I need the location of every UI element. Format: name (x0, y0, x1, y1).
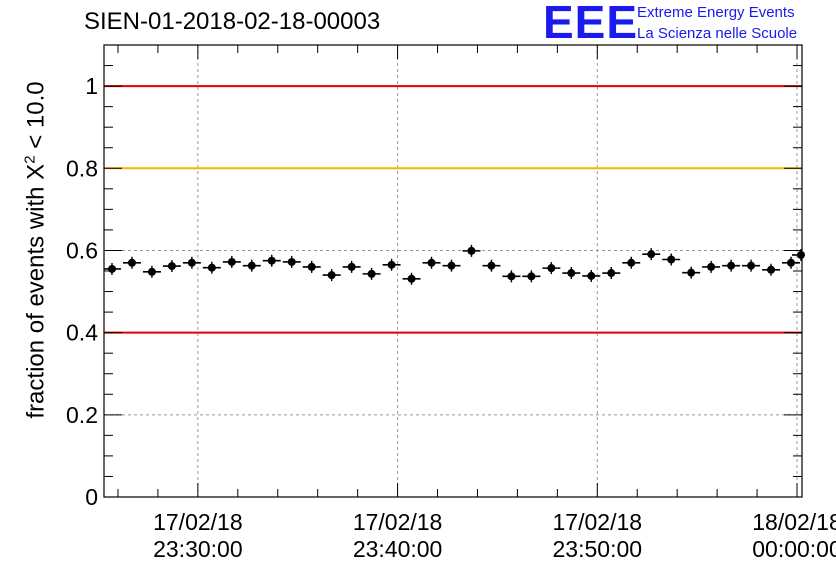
y-tick-label: 0.4 (66, 320, 98, 346)
x-tick-label-time: 23:30:00 (153, 536, 243, 562)
data-point (747, 261, 756, 270)
eee-logo-mark: EEE (543, 0, 639, 48)
data-point (327, 271, 336, 280)
data-point (587, 271, 596, 280)
x-tick-label-date: 17/02/18 (553, 509, 643, 535)
x-tick-label-time: 23:50:00 (553, 536, 643, 562)
data-point (647, 250, 656, 259)
y-tick-label: 0.6 (66, 237, 98, 263)
y-tick-label: 0.8 (66, 155, 98, 181)
data-point (307, 262, 316, 271)
data-point (407, 274, 416, 283)
data-point (607, 269, 616, 278)
x-tick-label-date: 18/02/18 (752, 509, 836, 535)
x-tick-label-time: 23:40:00 (353, 536, 443, 562)
data-point (467, 246, 476, 255)
data-point (507, 272, 516, 281)
data-point (147, 267, 156, 276)
data-point (227, 257, 236, 266)
x-tick-label-date: 17/02/18 (153, 509, 243, 535)
data-point (727, 261, 736, 270)
data-point (447, 261, 456, 270)
data-point (207, 263, 216, 272)
x-tick-label-time: 00:00:00 (752, 536, 836, 562)
data-point (347, 262, 356, 271)
data-point (267, 256, 276, 265)
data-point (547, 264, 556, 273)
data-point (687, 268, 696, 277)
data-point (527, 272, 536, 281)
data-point (387, 260, 396, 269)
data-point (797, 250, 806, 259)
data-point (127, 258, 136, 267)
data-point (367, 269, 376, 278)
data-point (767, 265, 776, 274)
y-tick-label: 0.2 (66, 402, 98, 428)
data-point (667, 255, 676, 264)
x-tick-label-date: 17/02/18 (353, 509, 443, 535)
data-point (627, 258, 636, 267)
logo-line-extreme-energy-events: Extreme Energy Events (637, 4, 795, 21)
data-point (107, 264, 116, 273)
y-tick-label: 1 (85, 73, 98, 99)
plot-frame (103, 44, 803, 498)
logo-line-la-scienza: La Scienza nelle Scuole (637, 25, 798, 42)
data-point (247, 261, 256, 270)
data-point (287, 257, 296, 266)
data-point (787, 258, 796, 267)
y-tick-label: 0 (85, 484, 98, 510)
data-point (567, 269, 576, 278)
data-point (427, 258, 436, 267)
data-point (187, 258, 196, 267)
data-point (707, 262, 716, 271)
eee-logo: EEE Extreme Energy Events La Scienza nel… (543, 0, 833, 48)
data-point (167, 262, 176, 271)
data-point (487, 261, 496, 270)
chart-title: SIEN-01-2018-02-18-00003 (84, 8, 381, 35)
